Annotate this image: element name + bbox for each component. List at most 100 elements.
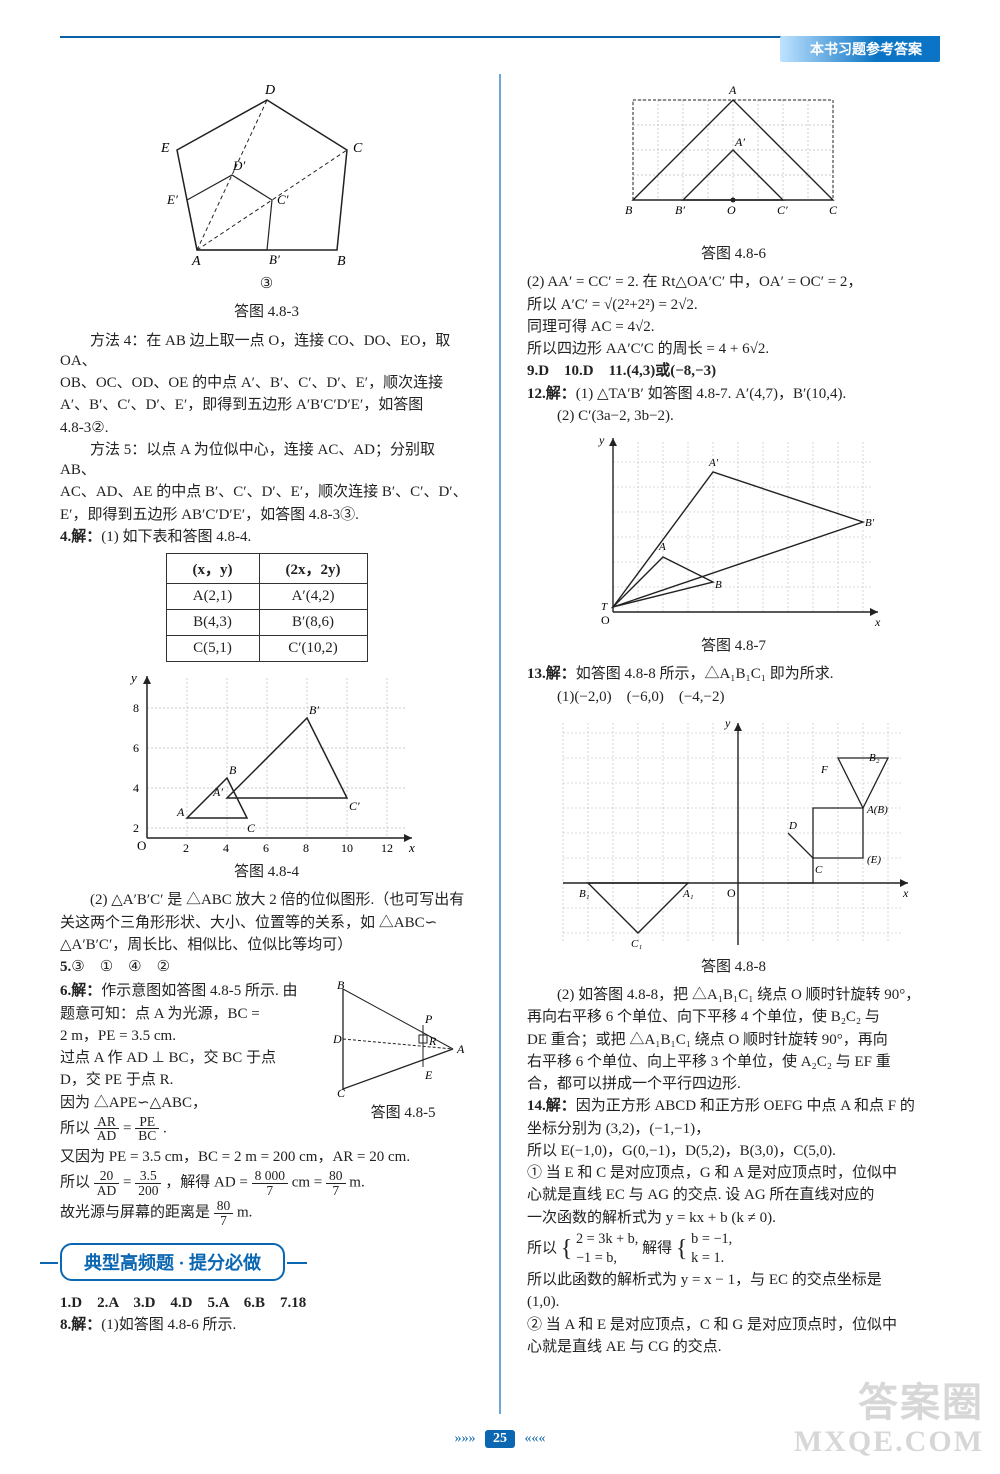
- svg-text:B₂: B₂: [869, 752, 880, 764]
- svg-text:B: B: [229, 763, 237, 777]
- q6-b: 2 m，PE = 3.5 cm.: [60, 1026, 323, 1046]
- svg-text:B: B: [337, 979, 345, 992]
- svg-text:C: C: [247, 821, 256, 835]
- svg-text:E: E: [160, 141, 170, 156]
- right-column: A A′ B B′ O C′ C 答图 4.8-6 (2) AA′ = CC′ …: [527, 74, 940, 1414]
- r13-2c: DE 重合；或把 △A₁B₁C₁ 绕点 O 顺时针旋转 90°，再向: [527, 1030, 940, 1050]
- q6-e: 因为 △APE∽△ABC，: [60, 1093, 323, 1113]
- r12b: (2) C′(3a−2, 3b−2).: [527, 406, 940, 426]
- figure-4-8-6: A A′ B B′ O C′ C: [527, 80, 940, 240]
- svg-text:A′: A′: [212, 785, 223, 799]
- svg-text:4: 4: [223, 841, 229, 855]
- r12a: 12.解：(1) △TA′B′ 如答图 4.8-7. A′(4,7)，B′(10…: [527, 384, 940, 404]
- r14h: 所以此函数的解析式为 y = x − 1，与 EC 的交点坐标是: [527, 1270, 940, 1290]
- table-row: B(4,3)B′(8,6): [166, 610, 367, 636]
- fig-4-8-6-caption: 答图 4.8-6: [527, 244, 940, 264]
- svg-text:2: 2: [133, 821, 139, 835]
- figure-4-8-3: A B C D E B′ C′ D′ E′: [60, 80, 473, 270]
- svg-text:D: D: [333, 1032, 342, 1046]
- method5-line3: E′，即得到五边形 AB′C′D′E′，如答图 4.8-3③.: [60, 505, 473, 525]
- svg-text:2: 2: [183, 841, 189, 855]
- q4-head: 4.解：4.解：(1) 如下表和答图 4.8-4.(1) 如下表和答图 4.8-…: [60, 527, 473, 547]
- fig-4-8-3-caption: 答图 4.8-3: [60, 302, 473, 322]
- svg-text:B: B: [625, 203, 633, 217]
- th-xy: (x，y): [166, 554, 259, 584]
- svg-text:E′: E′: [166, 192, 178, 207]
- svg-text:A: A: [728, 83, 737, 97]
- footer-deco-right: «««: [525, 1431, 546, 1446]
- svg-text:y: y: [724, 716, 731, 730]
- svg-text:B′: B′: [309, 703, 319, 717]
- fig-4-8-4-caption: 答图 4.8-4: [60, 862, 473, 882]
- svg-text:B′: B′: [865, 517, 875, 529]
- svg-text:A(B): A(B): [866, 804, 888, 816]
- r14b: 坐标分别为 (3,2)，(−1,−1)，: [527, 1119, 940, 1139]
- column-divider: [499, 74, 501, 1414]
- header-chip: 本书习题参考答案: [780, 36, 940, 62]
- q6-a: 题意可知：点 A 为光源，BC =: [60, 1004, 323, 1024]
- figure-4-8-5: B C A D P E R 答图 4.8-5: [333, 979, 473, 1131]
- method4-line1: 方法 4：在 AB 边上取一点 O，连接 CO、DO、EO，取 OA、: [60, 331, 473, 372]
- figure-4-8-8: Oxy F B₂ A(B) (E) C D A₁ B₁ C₁: [527, 713, 940, 953]
- method5-line1: 方法 5：以点 A 为位似中心，连接 AC、AD；分别取 AB、: [60, 440, 473, 481]
- svg-text:O: O: [137, 838, 146, 853]
- r14g: 所以 { 2 = 3k + b, −1 = b, 解得 { b = −1, k …: [527, 1230, 940, 1268]
- svg-text:x: x: [902, 886, 909, 900]
- svg-text:C: C: [353, 141, 363, 156]
- svg-text:8: 8: [303, 841, 309, 855]
- table-row: A(2,1)A′(4,2): [166, 584, 367, 610]
- th-2xy: (2x，2y): [259, 554, 367, 584]
- svg-text:x: x: [874, 615, 881, 629]
- svg-text:10: 10: [341, 841, 353, 855]
- svg-text:12: 12: [381, 841, 393, 855]
- svg-text:E: E: [424, 1068, 433, 1082]
- svg-text:8: 8: [133, 701, 139, 715]
- svg-text:y: y: [129, 670, 137, 685]
- page-footer: »»» 25 «««: [0, 1430, 1000, 1448]
- svg-text:A: A: [176, 805, 185, 819]
- figure-4-8-4: O 24681012 2468 x y ABC A′B′C′: [60, 668, 473, 858]
- svg-text:O: O: [601, 613, 610, 627]
- svg-text:O: O: [727, 886, 736, 900]
- r2c: 同理可得 AC = 4√2.: [527, 317, 940, 337]
- svg-text:A: A: [456, 1042, 465, 1056]
- svg-text:F: F: [820, 764, 828, 776]
- q5: 5.5.③ ① ④ ②③ ① ④ ②: [60, 957, 473, 977]
- fig-4-8-7-caption: 答图 4.8-7: [527, 636, 940, 656]
- q6-head: 6.解：作示意图如答图 4.8-5 所示. 由: [60, 981, 323, 1001]
- figure-4-8-7: Oxy TAB A′B′: [527, 432, 940, 632]
- r13a: 13.解：如答图 4.8-8 所示，△A₁B₁C₁ 即为所求.: [527, 664, 940, 684]
- svg-text:A′: A′: [708, 457, 719, 469]
- mcq-line: 1.D 2.A 3.D 4.D 5.A 6.B 7.18: [60, 1293, 473, 1313]
- svg-text:A₁: A₁: [682, 888, 694, 900]
- svg-text:B′: B′: [675, 203, 685, 217]
- svg-text:C: C: [337, 1086, 346, 1099]
- method5-line2: AC、AD、AE 的中点 B′、C′、D′、E′，顺次连接 B′、C′、D′、: [60, 482, 473, 502]
- svg-text:B: B: [715, 579, 722, 591]
- r2b: 所以 A′C′ = √(2²+2²) = 2√2.: [527, 295, 940, 315]
- svg-text:D: D: [264, 83, 275, 98]
- svg-text:6: 6: [133, 741, 139, 755]
- svg-text:y: y: [598, 433, 605, 447]
- svg-text:T: T: [601, 601, 608, 613]
- q6-f: 所以 ARAD = PEBC .: [60, 1115, 323, 1143]
- r13b: (1)(−2,0) (−6,0) (−4,−2): [527, 687, 940, 707]
- q6-d: D，交 PE 于点 R.: [60, 1070, 323, 1090]
- fig-4-8-5-caption: 答图 4.8-5: [333, 1103, 473, 1123]
- coord-table: (x，y)(2x，2y) A(2,1)A′(4,2) B(4,3)B′(8,6)…: [166, 553, 368, 662]
- q4-2c: △A′B′C′，周长比、相似比、位似比等均可）: [60, 935, 473, 955]
- table-row: C(5,1)C′(10,2): [166, 636, 367, 662]
- q6-h: 所以 20AD = 3.5200 ，解得 AD = 8 0007 cm = 80…: [60, 1169, 473, 1197]
- r14c: 所以 E(−1,0)，G(0,−1)，D(5,2)，B(3,0)，C(5,0).: [527, 1141, 940, 1161]
- r14e: 心就是直线 EC 与 AG 的交点. 设 AG 所在直线对应的: [527, 1185, 940, 1205]
- svg-text:R: R: [428, 1034, 437, 1048]
- r13-2a: (2) 如答图 4.8-8，把 △A₁B₁C₁ 绕点 O 顺时针旋转 90°，: [527, 985, 940, 1005]
- r14k: 心就是直线 AE 与 CG 的交点.: [527, 1337, 940, 1357]
- r14j: ② 当 A 和 E 是对应顶点，C 和 G 是对应顶点时，位似中: [527, 1315, 940, 1335]
- r14i: (1,0).: [527, 1292, 940, 1312]
- r13-2b: 再向右平移 6 个单位、向下平移 4 个单位，使 B₂C₂ 与: [527, 1007, 940, 1027]
- svg-text:A: A: [191, 254, 201, 269]
- r2d: 所以四边形 AA′C′C 的周长 = 4 + 6√2.: [527, 339, 940, 359]
- svg-text:D: D: [788, 820, 797, 832]
- method4-line2: OB、OC、OD、OE 的中点 A′、B′、C′、D′、E′，顺次连接: [60, 373, 473, 393]
